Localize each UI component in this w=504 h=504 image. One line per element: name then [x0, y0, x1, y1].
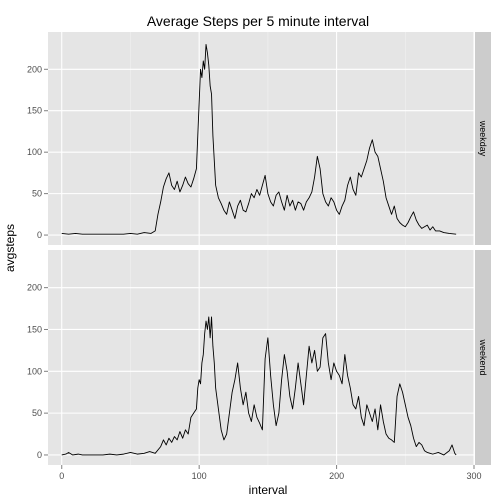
y-tick-label: 200	[27, 283, 42, 293]
x-tick-label: 200	[329, 471, 344, 481]
facet-strip-label: weekend	[478, 338, 488, 375]
facet-panel-weekend: 0 50 100 150 200 weekend	[27, 250, 491, 465]
series-line-weekday	[61, 43, 457, 235]
x-tick-label: 300	[466, 471, 481, 481]
x-tick-label: 100	[192, 471, 207, 481]
x-tick-label: 0	[59, 471, 64, 481]
y-tick-label: 0	[37, 230, 42, 240]
panel-background	[48, 32, 474, 245]
x-axis-label: interval	[249, 483, 288, 497]
facet-panel-weekday: 0 50 100 150 200 weekday	[27, 32, 491, 245]
y-tick-label: 100	[27, 366, 42, 376]
y-axis-label: avgsteps	[3, 224, 17, 272]
y-tick-label: 100	[27, 147, 42, 157]
y-tick-label: 50	[32, 189, 42, 199]
y-tick-label: 0	[37, 450, 42, 460]
facet-panels: 0 50 100 150 200 weekday 0 50 100 150 200 weekend	[27, 32, 491, 465]
series-line-weekend	[61, 316, 457, 456]
y-tick-label: 150	[27, 324, 42, 334]
chart-title: Average Steps per 5 minute interval	[147, 13, 369, 29]
facet-strip-label: weekday	[478, 120, 488, 157]
panel-background	[48, 250, 474, 465]
y-tick-label: 200	[27, 64, 42, 74]
y-tick-label: 50	[32, 408, 42, 418]
facet-strip	[475, 250, 491, 465]
facet-strip	[475, 32, 491, 245]
y-tick-label: 150	[27, 106, 42, 116]
x-axis: 0 100 200 300	[59, 465, 482, 481]
